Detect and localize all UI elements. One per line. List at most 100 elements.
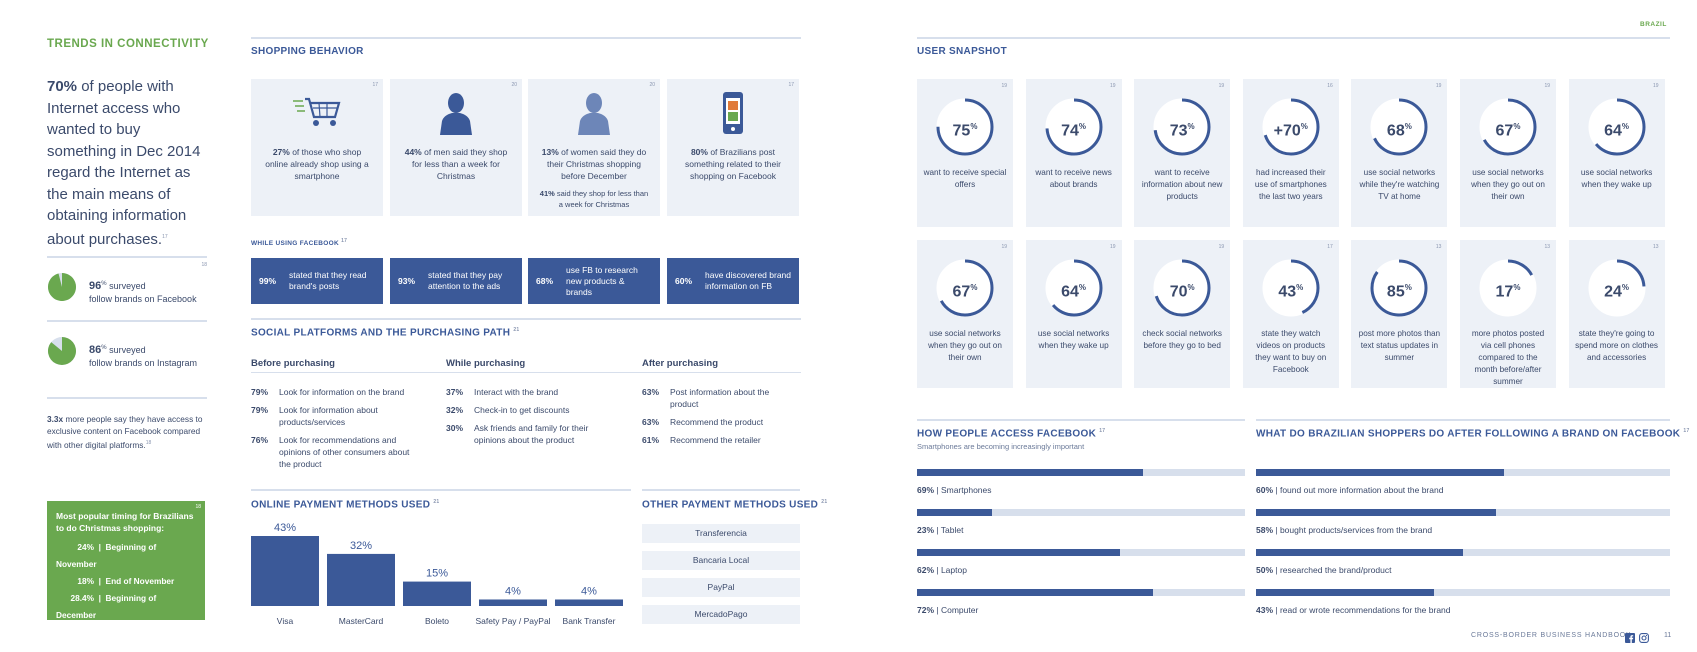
trends-title: TRENDS IN CONNECTIVITY bbox=[47, 38, 209, 50]
list-item: 37% Interact with the brand bbox=[446, 387, 559, 397]
bar-fill bbox=[1256, 509, 1497, 516]
list-item: 76% Look for recommendations and opinions… bbox=[251, 435, 410, 469]
facebook-stat-box: 60% have discovered brand information on … bbox=[667, 258, 799, 304]
progress-ring bbox=[1262, 98, 1320, 156]
bar-label: 58% | bought products/services from the … bbox=[1256, 525, 1433, 535]
bar-label: 62% | Laptop bbox=[917, 565, 967, 575]
country-label: BRAZIL bbox=[1640, 21, 1667, 28]
divider bbox=[642, 489, 800, 491]
access-subtitle: Smartphones are becoming increasingly im… bbox=[917, 442, 1085, 451]
big-stat-text: of people with Internet access who wante… bbox=[47, 78, 201, 248]
payment-bar-chart: 43% Visa 32% MasterCard 15% Boleto 4% Safety Pa… bbox=[251, 522, 623, 626]
ring-fill bbox=[1262, 259, 1320, 317]
stat2-label: follow brands on Instagram bbox=[89, 358, 198, 368]
category-label: Bank Transfer bbox=[563, 616, 616, 626]
bar-track bbox=[1256, 549, 1670, 556]
footnote-ref: 19 bbox=[1653, 83, 1659, 89]
category-label: Safety Pay / PayPal bbox=[475, 616, 550, 626]
bar-fill bbox=[917, 549, 1121, 556]
snapshot-text: state they watch videos on products they… bbox=[1255, 329, 1327, 374]
snapshot-tile: 19 67% use social networks when they go ou… bbox=[917, 240, 1013, 388]
bar-label: 43% | read or wrote recommendations for … bbox=[1256, 605, 1451, 615]
pie-slice bbox=[48, 337, 76, 365]
while-using-facebook-label: WHILE USING FACEBOOK 17 bbox=[251, 238, 348, 248]
snapshot-value: 64% bbox=[1061, 283, 1087, 301]
list-item: 79% Look for information on the brand bbox=[251, 387, 405, 397]
big-stat-ref: 17 bbox=[162, 233, 168, 240]
progress-ring bbox=[936, 259, 994, 317]
snapshot-value: 75% bbox=[952, 122, 978, 140]
footer-title: CROSS-BORDER BUSINESS HANDBOOK bbox=[1471, 632, 1632, 639]
category-label: MasterCard bbox=[339, 616, 384, 626]
snapshot-text: use social networks when they wake up bbox=[1037, 329, 1110, 350]
footnote-ref: 19 bbox=[1110, 244, 1116, 250]
stat-instagram: 86% surveyed follow brands on Instagram bbox=[47, 330, 207, 374]
bar-track bbox=[917, 469, 1245, 476]
stat1-value: 96 bbox=[89, 280, 102, 292]
bar-track bbox=[917, 589, 1245, 596]
snapshot-tile: 19 70% check social networks before they g… bbox=[1134, 240, 1231, 388]
ring-fill bbox=[1588, 259, 1646, 317]
ring-fill bbox=[1370, 259, 1428, 317]
footnote-ref: 13 bbox=[1653, 244, 1659, 250]
progress-ring bbox=[1588, 259, 1646, 317]
snapshot-text: use social networks when they go out on … bbox=[1471, 168, 1545, 201]
list-item: 63% Recommend the product bbox=[642, 417, 764, 427]
category-label: Boleto bbox=[425, 616, 449, 626]
divider bbox=[917, 419, 1245, 421]
facebook-stat-box: 93% stated that they pay attention to the… bbox=[390, 258, 522, 304]
while-purchasing-heading: While purchasing bbox=[446, 358, 526, 369]
list-item: 79% Look for information about products/s… bbox=[251, 405, 378, 427]
footnote-ref: 19 bbox=[1218, 244, 1225, 250]
progress-ring bbox=[936, 98, 994, 156]
bar bbox=[403, 581, 471, 606]
progress-ring bbox=[1370, 98, 1428, 156]
stat-facebook: 96% surveyed follow brands on Facebook 18 bbox=[47, 262, 207, 310]
divider bbox=[251, 37, 801, 39]
progress-ring bbox=[1045, 98, 1103, 156]
snapshot-value: 17% bbox=[1495, 283, 1521, 301]
facebook-icon bbox=[1625, 630, 1635, 648]
footnote-ref: 19 bbox=[1001, 244, 1007, 250]
bar-value-label: 32% bbox=[350, 540, 372, 552]
snapshot-text: use social networks when they wake up bbox=[1580, 168, 1653, 189]
snapshot-value: 67% bbox=[1495, 122, 1521, 140]
progress-ring bbox=[1588, 98, 1646, 156]
list-item: 32% Check-in to get discounts bbox=[446, 405, 570, 415]
bar bbox=[327, 553, 395, 606]
instagram-icon bbox=[1639, 630, 1649, 648]
ring-fill bbox=[1479, 98, 1537, 156]
list-item: 63% Post information about the product bbox=[642, 387, 770, 409]
after-purchasing-list: 63% Post information about the product 63… bbox=[642, 386, 792, 452]
ring-fill bbox=[1153, 98, 1211, 156]
shopping-card: 20 13% of women said they do their Chris… bbox=[528, 79, 660, 216]
divider bbox=[917, 37, 1670, 39]
smartphone-icon bbox=[667, 91, 799, 135]
bar-fill bbox=[1256, 589, 1435, 596]
snapshot-value: 24% bbox=[1604, 283, 1630, 301]
man-silhouette-icon bbox=[390, 91, 522, 135]
progress-ring bbox=[1045, 259, 1103, 317]
footnote-ref: 19 bbox=[1110, 83, 1116, 89]
big-stat: 70% of people with Internet access who w… bbox=[47, 76, 207, 250]
online-payment-title: ONLINE PAYMENT METHODS USED 21 bbox=[251, 499, 440, 511]
bar-label: 50% | researched the brand/product bbox=[1256, 565, 1392, 575]
divider bbox=[251, 372, 801, 373]
snapshot-tile: 19 64% use social networks when they wake … bbox=[1568, 79, 1665, 227]
bar-fill bbox=[917, 589, 1154, 596]
timing-row: 14.6% | End of December bbox=[70, 627, 174, 637]
snapshot-value: 74% bbox=[1061, 122, 1087, 140]
bar-label: 23% | Tablet bbox=[917, 525, 964, 535]
snapshot-tile: 16 +70% had increased their use of smartph… bbox=[1242, 79, 1339, 227]
bar-fill bbox=[1256, 549, 1463, 556]
snapshot-tile: 17 43% state they watch videos on products… bbox=[1242, 240, 1339, 388]
bar-value-label: 4% bbox=[581, 585, 597, 597]
footnote-ref: 19 bbox=[1435, 83, 1442, 89]
woman-silhouette-icon bbox=[528, 91, 660, 135]
page-number: 11 bbox=[1664, 632, 1672, 639]
progress-ring bbox=[1370, 259, 1428, 317]
bar-value-label: 4% bbox=[505, 585, 521, 597]
bar-track bbox=[1256, 509, 1670, 516]
pie-instagram bbox=[47, 336, 77, 371]
ring-fill bbox=[936, 98, 994, 156]
